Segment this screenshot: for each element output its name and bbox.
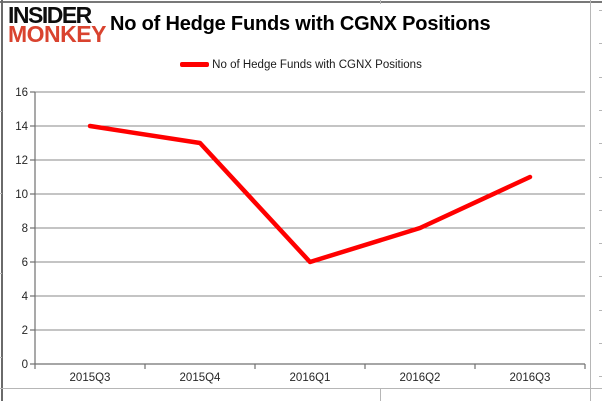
spreadsheet-row-line bbox=[0, 388, 602, 389]
legend-label: No of Hedge Funds with CGNX Positions bbox=[212, 58, 422, 71]
row-gridline-tick bbox=[0, 273, 2, 274]
row-gridline-tick bbox=[0, 357, 2, 358]
row-gridline-tick bbox=[0, 111, 2, 112]
y-tick-label: 12 bbox=[15, 155, 28, 167]
y-tick-label: 8 bbox=[22, 223, 28, 235]
row-gridline-tick bbox=[0, 193, 2, 194]
row-gridline-tick bbox=[599, 109, 602, 111]
x-tick-label: 2016Q3 bbox=[510, 372, 551, 384]
chart-legend: No of Hedge Funds with CGNX Positions bbox=[0, 57, 602, 72]
logo-line-monkey: MONKEY bbox=[8, 20, 106, 47]
row-gridline-tick bbox=[599, 76, 602, 78]
row-gridline-tick bbox=[599, 276, 602, 278]
row-gridline-tick bbox=[599, 309, 602, 311]
row-gridline-tick bbox=[599, 243, 602, 245]
row-gridline-tick bbox=[599, 143, 602, 145]
row-gridline-tick bbox=[599, 376, 602, 378]
page-title: No of Hedge Funds with CGNX Positions bbox=[110, 13, 491, 35]
x-tick-label: 2016Q1 bbox=[290, 372, 331, 384]
spreadsheet-column-stub-top bbox=[380, 0, 381, 4]
y-tick-label: 2 bbox=[22, 325, 28, 337]
y-tick-label: 0 bbox=[22, 359, 28, 371]
y-tick-label: 4 bbox=[22, 291, 29, 303]
insider-monkey-logo: INSIDER MONKEY bbox=[8, 2, 106, 47]
y-tick-label: 6 bbox=[22, 257, 28, 269]
row-gridline-tick bbox=[599, 343, 602, 344]
row-gridline-tick bbox=[599, 43, 602, 45]
row-gridline-tick bbox=[599, 10, 602, 11]
chart-left-border bbox=[1, 0, 3, 401]
chart-top-border bbox=[0, 1, 602, 3]
y-tick-label: 10 bbox=[15, 189, 28, 201]
row-gridline-tick bbox=[599, 176, 602, 178]
row-gridline-tick bbox=[599, 209, 602, 211]
legend-line-marker bbox=[180, 62, 210, 67]
series-line bbox=[87, 123, 533, 265]
x-tick-label: 2016Q2 bbox=[400, 372, 441, 384]
y-tick-label: 16 bbox=[15, 87, 28, 99]
spreadsheet-column-line bbox=[590, 0, 591, 401]
spreadsheet-column-stub-bottom bbox=[380, 388, 381, 401]
x-tick-label: 2015Q4 bbox=[180, 372, 222, 384]
y-tick-label: 14 bbox=[15, 121, 28, 133]
logo-line-insider: INSIDER bbox=[8, 2, 92, 28]
x-tick-label: 2015Q3 bbox=[70, 372, 111, 384]
